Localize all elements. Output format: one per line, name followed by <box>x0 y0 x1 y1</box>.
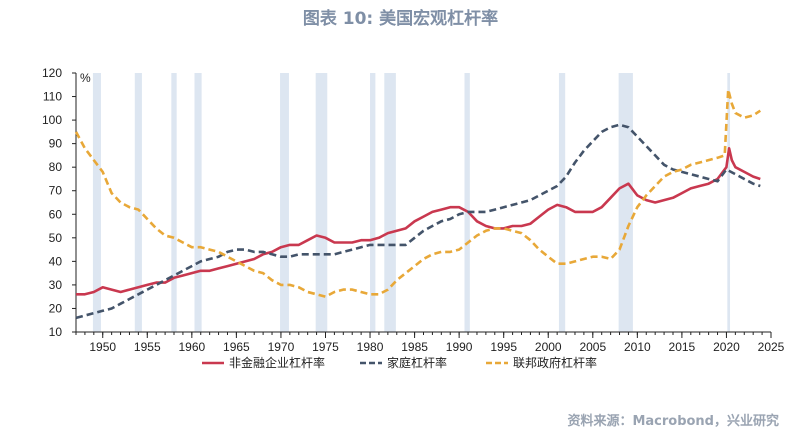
series-line-1 <box>76 147 761 296</box>
x-tick-label: 1970 <box>268 340 295 354</box>
y-tick-label: 70 <box>49 184 63 198</box>
y-tick-label: 90 <box>49 137 63 151</box>
y-tick-label: 10 <box>49 325 63 339</box>
x-tick-label: 1955 <box>134 340 161 354</box>
series-line-2 <box>75 123 761 320</box>
x-tick-label: 1950 <box>89 340 116 354</box>
chart-legend: 非金融企业杠杆率 家庭杠杆率 联邦政府杠杆率 <box>202 355 597 370</box>
recession-band <box>727 73 731 332</box>
y-tick-label: 100 <box>42 113 62 127</box>
y-tick-label: 110 <box>43 90 62 104</box>
recession-band <box>464 73 470 332</box>
legend-label-3: 联邦政府杠杆率 <box>513 355 597 370</box>
x-tick-label: 1965 <box>223 340 250 354</box>
y-tick-label: 40 <box>49 254 63 268</box>
recession-band <box>618 73 633 332</box>
x-tick-label: 1975 <box>312 340 339 354</box>
y-tick-label: 20 <box>49 301 63 315</box>
x-tick-label: 2005 <box>579 340 606 354</box>
x-tick-label: 1995 <box>490 340 517 354</box>
recession-band <box>558 73 566 332</box>
series-lines <box>74 88 762 320</box>
legend-label-1: 非金融企业杠杆率 <box>229 355 325 370</box>
recession-band <box>384 73 396 332</box>
y-tick-label: 120 <box>42 66 62 80</box>
series-line-3 <box>74 88 762 298</box>
chart-axes: 10 20 30 40 50 60 70 80 90 100 110 120 % 1950 1955 1960… <box>42 66 785 354</box>
y-tick-label: 30 <box>49 278 63 292</box>
recession-band <box>280 73 289 332</box>
unit-label: % <box>80 71 91 85</box>
x-tick-label: 2020 <box>713 340 740 354</box>
legend-label-2: 家庭杠杆率 <box>387 355 447 370</box>
recession-bands <box>92 73 731 332</box>
x-tick-label: 2010 <box>624 340 651 354</box>
recession-band <box>92 73 101 332</box>
x-tick-label: 1990 <box>446 340 473 354</box>
x-tick-label: 1980 <box>357 340 384 354</box>
x-tick-label: 1985 <box>401 340 428 354</box>
y-tick-label: 80 <box>49 160 63 174</box>
recession-band <box>194 73 202 332</box>
recession-band <box>315 73 328 332</box>
source-note: 资料来源：Macrobond，兴业研究 <box>567 414 779 429</box>
recession-band <box>370 73 376 332</box>
recession-band <box>134 73 142 332</box>
x-tick-label: 1960 <box>178 340 205 354</box>
y-tick-label: 50 <box>49 231 63 245</box>
chart-title: 图表 10: 美国宏观杠杆率 <box>302 9 499 29</box>
x-tick-label: 2015 <box>669 340 696 354</box>
x-tick-label: 2025 <box>758 340 785 354</box>
x-tick-label: 2000 <box>535 340 562 354</box>
y-tick-label: 60 <box>49 207 63 221</box>
recession-band <box>171 73 177 332</box>
